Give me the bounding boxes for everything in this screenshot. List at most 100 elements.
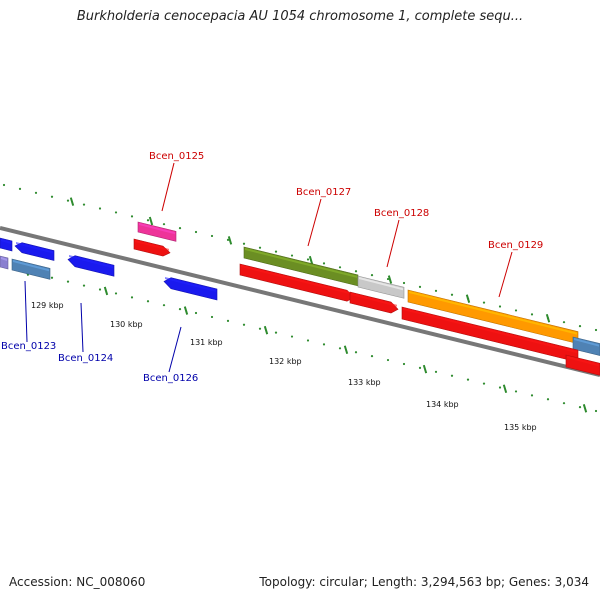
minor-tick-dot [386,277,390,281]
callout-line-bcen0123 [24,280,28,343]
chromosome-backbone [0,226,600,377]
gene-label-bcen0129[interactable]: Bcen_0129 [488,240,543,251]
minor-tick-dot [594,328,598,332]
minor-tick-dot [418,285,422,288]
gene-label-bcen0123[interactable]: Bcen_0123 [1,341,56,352]
tick-label: 133 kbp [348,378,381,387]
minor-tick-dot [290,254,294,257]
minor-tick-dot [34,191,38,194]
minor-tick-dot [242,323,246,326]
minor-tick-dot [210,234,214,238]
minor-tick-dot [258,246,262,249]
tick-label: 131 kbp [190,338,223,347]
gene-label-bcen0128[interactable]: Bcen_0128 [374,208,429,219]
minor-tick-dot [162,304,166,307]
gene-feature-bcen0126-body [163,277,218,301]
minor-tick-dot [2,183,6,187]
major-tick [263,325,269,335]
gene-label-bcen0124[interactable]: Bcen_0124 [58,353,113,364]
minor-tick-dot [162,223,166,226]
gene-feature-red-1-highlight [135,240,169,251]
gene-feature-red-5-highlight [567,356,599,367]
minor-tick-dot [354,270,358,273]
minor-tick-dot [418,366,422,369]
gene-feature-bcen0124-highlight [69,255,113,269]
gene-feature-red-1 [133,238,171,257]
major-tick [308,255,314,265]
gene-feature-bcen0125-highlight [139,223,175,235]
gene-feature-steelblue-right [572,336,600,356]
minor-tick-dot [450,374,454,377]
gene-feature-red-5-body [565,354,600,376]
tick-label: 134 kbp [426,400,459,409]
minor-tick-dot [146,219,150,222]
minor-tick-dot [594,409,598,413]
minor-tick-dot [402,281,406,285]
minor-tick-dot [498,305,502,308]
minor-tick-dot [338,347,342,350]
minor-tick-dot [514,390,518,393]
minor-tick-dot [274,250,278,253]
minor-tick-dot [50,195,54,198]
gene-feature-red-5 [565,354,600,376]
gene-feature-red-3-highlight [351,293,397,307]
gene-feature-bcen0123-highlight [16,242,53,254]
tick-label: 132 kbp [269,357,302,366]
major-tick [502,384,508,394]
minor-tick-dot [66,199,70,202]
minor-tick-dot [178,308,182,311]
gene-feature-partial-lavender [0,255,9,270]
minor-tick-dot [562,402,566,405]
minor-tick-dot [546,398,550,401]
gene-feature-bcen0127-highlight [245,248,357,278]
minor-tick-dot [466,378,470,381]
major-tick [183,306,189,315]
gene-feature-bcen0128-highlight [359,277,403,291]
tick-label: 135 kbp [504,423,537,432]
minor-tick-dot [322,343,326,346]
minor-tick-dot [194,230,198,234]
minor-tick-dot [146,300,150,303]
gene-feature-bcen0126 [163,277,218,301]
gene-label-bcen0127[interactable]: Bcen_0127 [296,187,351,198]
minor-tick-dot [370,355,374,358]
accession-text: Accession: NC_008060 [9,575,146,589]
minor-tick-dot [290,335,294,338]
gene-feature-steelblue-right-body [572,336,600,356]
gene-feature-red-3 [349,291,399,314]
minor-tick-dot [482,382,486,385]
minor-tick-dot [50,276,54,279]
gene-label-bcen0125[interactable]: Bcen_0125 [149,151,204,162]
minor-tick-dot [194,311,198,315]
minor-tick-dot [98,288,102,291]
gene-feature-red-4-highlight [403,308,577,354]
minor-tick-dot [66,280,70,283]
gene-feature-bcen0125 [137,221,177,242]
gene-feature-red-2-highlight [241,265,353,295]
backbone-line [0,226,600,377]
gene-feature-steelblue [11,258,51,280]
minor-tick-dot [402,362,406,366]
minor-tick-dot [130,215,134,218]
gene-label-bcen0126[interactable]: Bcen_0126 [143,373,198,384]
gene-features [0,221,600,376]
tick-label: 130 kbp [110,320,143,329]
major-tick [465,294,471,303]
minor-tick-dot [210,315,214,319]
minor-tick-dot [514,309,518,312]
minor-tick-dot [354,351,358,354]
minor-tick-dot [434,289,438,292]
minor-tick-dot [242,242,246,245]
gene-feature-steelblue-highlight [13,260,49,272]
minor-tick-dot [306,339,310,342]
minor-tick-dot [530,313,534,316]
major-tick [582,404,588,413]
gene-feature-partial-highlight [1,239,11,244]
minor-tick-dot [130,296,134,299]
minor-tick-dot [226,319,230,322]
minor-tick-dot [98,207,102,210]
gene-feature-partial [0,237,13,252]
tick-labels: 129 kbp 130 kbp 131 kbp 132 kbp 133 kbp 134 k… [31,301,537,432]
gene-feature-steelblue-right-highlight [574,338,599,347]
